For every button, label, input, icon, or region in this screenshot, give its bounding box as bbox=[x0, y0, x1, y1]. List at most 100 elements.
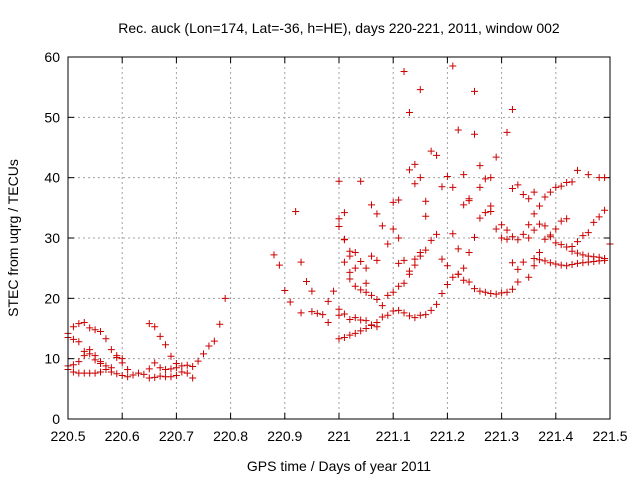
data-point bbox=[172, 364, 180, 372]
data-point bbox=[373, 256, 381, 264]
data-point bbox=[525, 234, 533, 242]
x-tick-label: 220.9 bbox=[267, 428, 302, 444]
data-point bbox=[313, 309, 321, 317]
data-point bbox=[536, 248, 544, 256]
data-point bbox=[476, 287, 484, 295]
data-point bbox=[389, 198, 397, 206]
data-point bbox=[124, 366, 132, 374]
data-point bbox=[167, 352, 175, 360]
data-point bbox=[75, 358, 83, 366]
data-point bbox=[465, 248, 473, 256]
data-point bbox=[508, 185, 516, 193]
x-tick-label: 221.2 bbox=[430, 428, 465, 444]
data-point bbox=[449, 273, 457, 281]
y-tick-label: 40 bbox=[44, 170, 60, 186]
data-point bbox=[286, 298, 294, 306]
data-point bbox=[69, 323, 77, 331]
data-point bbox=[389, 288, 397, 296]
data-point bbox=[476, 162, 484, 170]
data-point bbox=[362, 279, 370, 287]
data-point bbox=[357, 258, 365, 266]
data-point bbox=[324, 297, 332, 305]
data-point bbox=[443, 262, 451, 270]
data-point bbox=[590, 258, 598, 266]
data-point bbox=[503, 235, 511, 243]
data-point bbox=[498, 234, 506, 242]
data-point bbox=[503, 226, 511, 234]
data-point bbox=[80, 318, 88, 326]
data-point bbox=[411, 180, 419, 188]
data-point bbox=[86, 350, 94, 358]
data-point bbox=[438, 290, 446, 298]
data-point bbox=[411, 261, 419, 269]
data-point bbox=[75, 320, 83, 328]
data-point bbox=[400, 279, 408, 287]
data-point bbox=[405, 267, 413, 275]
data-point bbox=[530, 262, 538, 270]
data-point bbox=[384, 291, 392, 299]
data-point bbox=[536, 220, 544, 228]
data-point bbox=[97, 359, 105, 367]
data-point bbox=[178, 368, 186, 376]
data-point bbox=[471, 87, 478, 95]
data-point bbox=[368, 252, 376, 260]
data-point bbox=[395, 306, 403, 314]
data-point bbox=[508, 285, 516, 293]
grid bbox=[68, 57, 610, 419]
data-point bbox=[433, 300, 441, 308]
axis-ticks: 220.5 220.6 220.7 220.8 220.9 221 221.1 221.2 22… bbox=[44, 49, 627, 444]
data-point bbox=[270, 251, 278, 259]
data-point bbox=[405, 109, 413, 117]
data-point bbox=[465, 197, 473, 205]
data-point bbox=[552, 239, 560, 247]
data-point bbox=[546, 259, 554, 267]
data-point bbox=[487, 207, 495, 215]
data-point bbox=[183, 361, 191, 369]
data-point bbox=[373, 296, 381, 304]
data-point bbox=[373, 210, 381, 218]
data-point bbox=[395, 196, 403, 204]
data-point bbox=[422, 212, 430, 220]
data-point bbox=[335, 177, 343, 185]
data-point bbox=[563, 243, 571, 251]
data-point bbox=[340, 236, 348, 244]
data-point bbox=[476, 214, 484, 222]
data-point bbox=[395, 282, 403, 290]
data-point bbox=[514, 181, 522, 189]
data-point bbox=[541, 257, 549, 265]
data-point bbox=[492, 225, 500, 233]
data-point bbox=[552, 225, 560, 233]
data-point bbox=[373, 318, 381, 326]
data-point bbox=[167, 373, 175, 381]
data-point bbox=[395, 259, 403, 267]
data-point bbox=[481, 175, 489, 183]
data-point bbox=[140, 370, 148, 378]
data-point bbox=[573, 166, 581, 174]
data-point bbox=[69, 368, 77, 376]
data-point bbox=[346, 275, 354, 283]
data-point bbox=[498, 289, 506, 297]
data-point bbox=[568, 178, 576, 186]
data-point bbox=[552, 260, 560, 268]
data-point bbox=[563, 262, 571, 270]
x-tick-label: 221.4 bbox=[538, 428, 573, 444]
data-point bbox=[145, 374, 153, 382]
data-points bbox=[64, 62, 614, 382]
data-point bbox=[519, 258, 527, 266]
data-point bbox=[297, 258, 305, 266]
data-point bbox=[384, 240, 392, 248]
data-point bbox=[443, 172, 451, 180]
data-point bbox=[460, 171, 468, 179]
data-point bbox=[151, 323, 159, 331]
data-point bbox=[97, 328, 105, 336]
data-point bbox=[546, 188, 554, 196]
data-point bbox=[357, 327, 365, 335]
data-point bbox=[514, 265, 522, 273]
data-point bbox=[476, 183, 484, 191]
data-point bbox=[189, 363, 197, 371]
data-point bbox=[400, 67, 408, 75]
x-tick-label: 220.6 bbox=[105, 428, 140, 444]
y-tick-label: 20 bbox=[44, 290, 60, 306]
data-point bbox=[308, 308, 316, 316]
